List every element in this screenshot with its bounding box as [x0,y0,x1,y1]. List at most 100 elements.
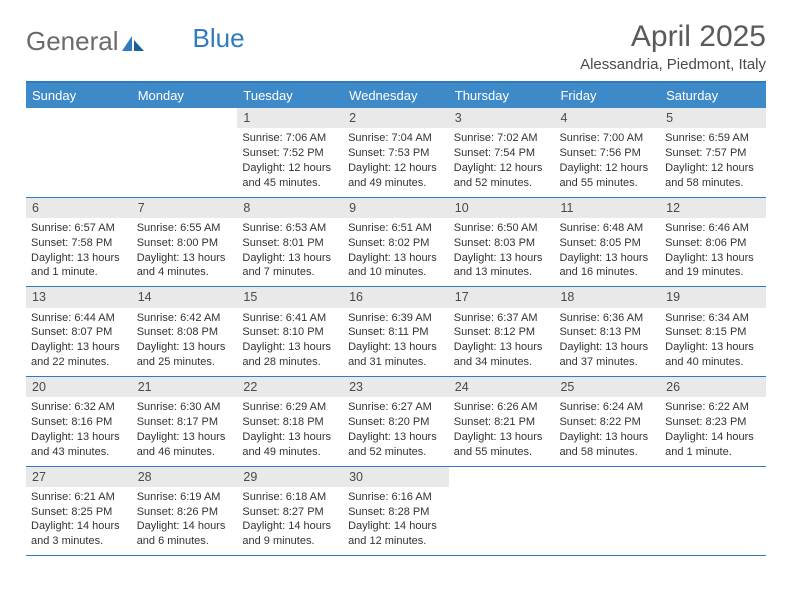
sunset-text: Sunset: 7:57 PM [665,146,761,161]
title-block: April 2025 Alessandria, Piedmont, Italy [580,20,766,73]
daylight-text: Daylight: 14 hours and 3 minutes. [31,519,127,549]
day-number-cell [132,108,238,128]
sunrise-text: Sunrise: 7:02 AM [454,131,550,146]
sunrise-text: Sunrise: 6:55 AM [137,221,233,236]
day-number-cell: 17 [449,287,555,307]
day-number-cell: 23 [343,377,449,397]
day-number-cell: 29 [237,467,343,487]
day-number-row: 12345 [26,108,766,128]
daylight-text: Daylight: 13 hours and 55 minutes. [454,430,550,460]
weekday-header-cell: Thursday [449,83,555,108]
sunrise-text: Sunrise: 6:42 AM [137,311,233,326]
day-number-cell: 21 [132,377,238,397]
sunrise-text: Sunrise: 6:50 AM [454,221,550,236]
sunrise-text: Sunrise: 6:30 AM [137,400,233,415]
day-number-cell: 11 [554,198,660,218]
day-info-cell: Sunrise: 6:44 AMSunset: 8:07 PMDaylight:… [26,308,132,376]
day-number-cell [449,467,555,487]
sunset-text: Sunset: 8:00 PM [137,236,233,251]
weekday-header-cell: Friday [554,83,660,108]
day-info-cell: Sunrise: 7:04 AMSunset: 7:53 PMDaylight:… [343,128,449,196]
sunset-text: Sunset: 7:52 PM [242,146,338,161]
sunset-text: Sunset: 8:16 PM [31,415,127,430]
daylight-text: Daylight: 13 hours and 19 minutes. [665,251,761,281]
sunrise-text: Sunrise: 7:00 AM [559,131,655,146]
daylight-text: Daylight: 13 hours and 49 minutes. [242,430,338,460]
location-text: Alessandria, Piedmont, Italy [580,56,766,73]
day-info-cell: Sunrise: 6:41 AMSunset: 8:10 PMDaylight:… [237,308,343,376]
day-number-cell [26,108,132,128]
weekday-header-row: SundayMondayTuesdayWednesdayThursdayFrid… [26,83,766,108]
day-info-cell: Sunrise: 6:32 AMSunset: 8:16 PMDaylight:… [26,397,132,465]
daylight-text: Daylight: 13 hours and 13 minutes. [454,251,550,281]
sunset-text: Sunset: 8:12 PM [454,325,550,340]
day-number-cell: 18 [554,287,660,307]
weekday-header-cell: Sunday [26,83,132,108]
day-info-cell: Sunrise: 6:57 AMSunset: 7:58 PMDaylight:… [26,218,132,286]
sunset-text: Sunset: 8:22 PM [559,415,655,430]
sunrise-text: Sunrise: 6:16 AM [348,490,444,505]
day-info-row: Sunrise: 7:06 AMSunset: 7:52 PM Daylight:… [26,128,766,197]
sunset-text: Sunset: 8:11 PM [348,325,444,340]
calendar: SundayMondayTuesdayWednesdayThursdayFrid… [26,81,766,556]
daylight-text: Daylight: 13 hours and 25 minutes. [137,340,233,370]
day-info-row: Sunrise: 6:21 AMSunset: 8:25 PMDaylight:… [26,487,766,556]
daylight-text: Daylight: 13 hours and 1 minute. [31,251,127,281]
day-number-cell: 26 [660,377,766,397]
day-number-cell: 25 [554,377,660,397]
sunset-text: Sunset: 8:17 PM [137,415,233,430]
sunset-text: Sunset: 8:15 PM [665,325,761,340]
day-info-cell: Sunrise: 6:21 AMSunset: 8:25 PMDaylight:… [26,487,132,555]
daylight-text: Daylight: 13 hours and 58 minutes. [559,430,655,460]
day-info-cell: Sunrise: 6:18 AMSunset: 8:27 PMDaylight:… [237,487,343,555]
sunset-text: Sunset: 8:07 PM [31,325,127,340]
day-info-cell: Sunrise: 6:53 AMSunset: 8:01 PMDaylight:… [237,218,343,286]
day-info-cell [660,487,766,555]
daylight-text: Daylight: 13 hours and 37 minutes. [559,340,655,370]
weekday-header-cell: Monday [132,83,238,108]
day-number-row: 27282930 [26,467,766,487]
sunset-text: Sunset: 8:10 PM [242,325,338,340]
logo-sail-icon [121,33,145,53]
day-info-cell: Sunrise: 6:19 AMSunset: 8:26 PMDaylight:… [132,487,238,555]
day-info-cell [554,487,660,555]
day-info-cell: Sunrise: 6:16 AMSunset: 8:28 PMDaylight:… [343,487,449,555]
daylight-text: Daylight: 12 hours and 55 minutes. [559,161,655,191]
weeks-container: 12345 Sunrise: 7:06 AMSunset: 7:52 PM Dayl… [26,108,766,556]
day-info-row: Sunrise: 6:32 AMSunset: 8:16 PMDaylight:… [26,397,766,466]
daylight-text: Daylight: 13 hours and 7 minutes. [242,251,338,281]
daylight-text: Daylight: 13 hours and 40 minutes. [665,340,761,370]
daylight-text: Daylight: 13 hours and 43 minutes. [31,430,127,460]
sunrise-text: Sunrise: 6:27 AM [348,400,444,415]
sunset-text: Sunset: 8:23 PM [665,415,761,430]
day-info-cell: Sunrise: 6:26 AMSunset: 8:21 PMDaylight:… [449,397,555,465]
sunset-text: Sunset: 7:58 PM [31,236,127,251]
day-number-cell: 8 [237,198,343,218]
day-number-cell [660,467,766,487]
sunset-text: Sunset: 8:06 PM [665,236,761,251]
sunrise-text: Sunrise: 6:41 AM [242,311,338,326]
day-info-cell: Sunrise: 6:39 AMSunset: 8:11 PMDaylight:… [343,308,449,376]
sunset-text: Sunset: 8:01 PM [242,236,338,251]
daylight-text: Daylight: 12 hours and 52 minutes. [454,161,550,191]
day-number-cell: 1 [237,108,343,128]
sunrise-text: Sunrise: 6:39 AM [348,311,444,326]
day-info-cell: Sunrise: 6:24 AMSunset: 8:22 PMDaylight:… [554,397,660,465]
sunrise-text: Sunrise: 6:22 AM [665,400,761,415]
sunrise-text: Sunrise: 6:26 AM [454,400,550,415]
day-number-cell: 24 [449,377,555,397]
daylight-text: Daylight: 14 hours and 9 minutes. [242,519,338,549]
day-number-cell: 13 [26,287,132,307]
sunrise-text: Sunrise: 6:29 AM [242,400,338,415]
day-number-cell: 20 [26,377,132,397]
sunrise-text: Sunrise: 7:06 AM [242,131,338,146]
day-info-cell: Sunrise: 6:46 AMSunset: 8:06 PMDaylight:… [660,218,766,286]
day-info-cell: Sunrise: 6:55 AMSunset: 8:00 PMDaylight:… [132,218,238,286]
weekday-header-cell: Wednesday [343,83,449,108]
day-number-cell: 12 [660,198,766,218]
sunset-text: Sunset: 8:18 PM [242,415,338,430]
day-info-cell: Sunrise: 7:02 AMSunset: 7:54 PMDaylight:… [449,128,555,196]
sunset-text: Sunset: 8:26 PM [137,505,233,520]
daylight-text: Daylight: 13 hours and 34 minutes. [454,340,550,370]
day-number-cell: 27 [26,467,132,487]
